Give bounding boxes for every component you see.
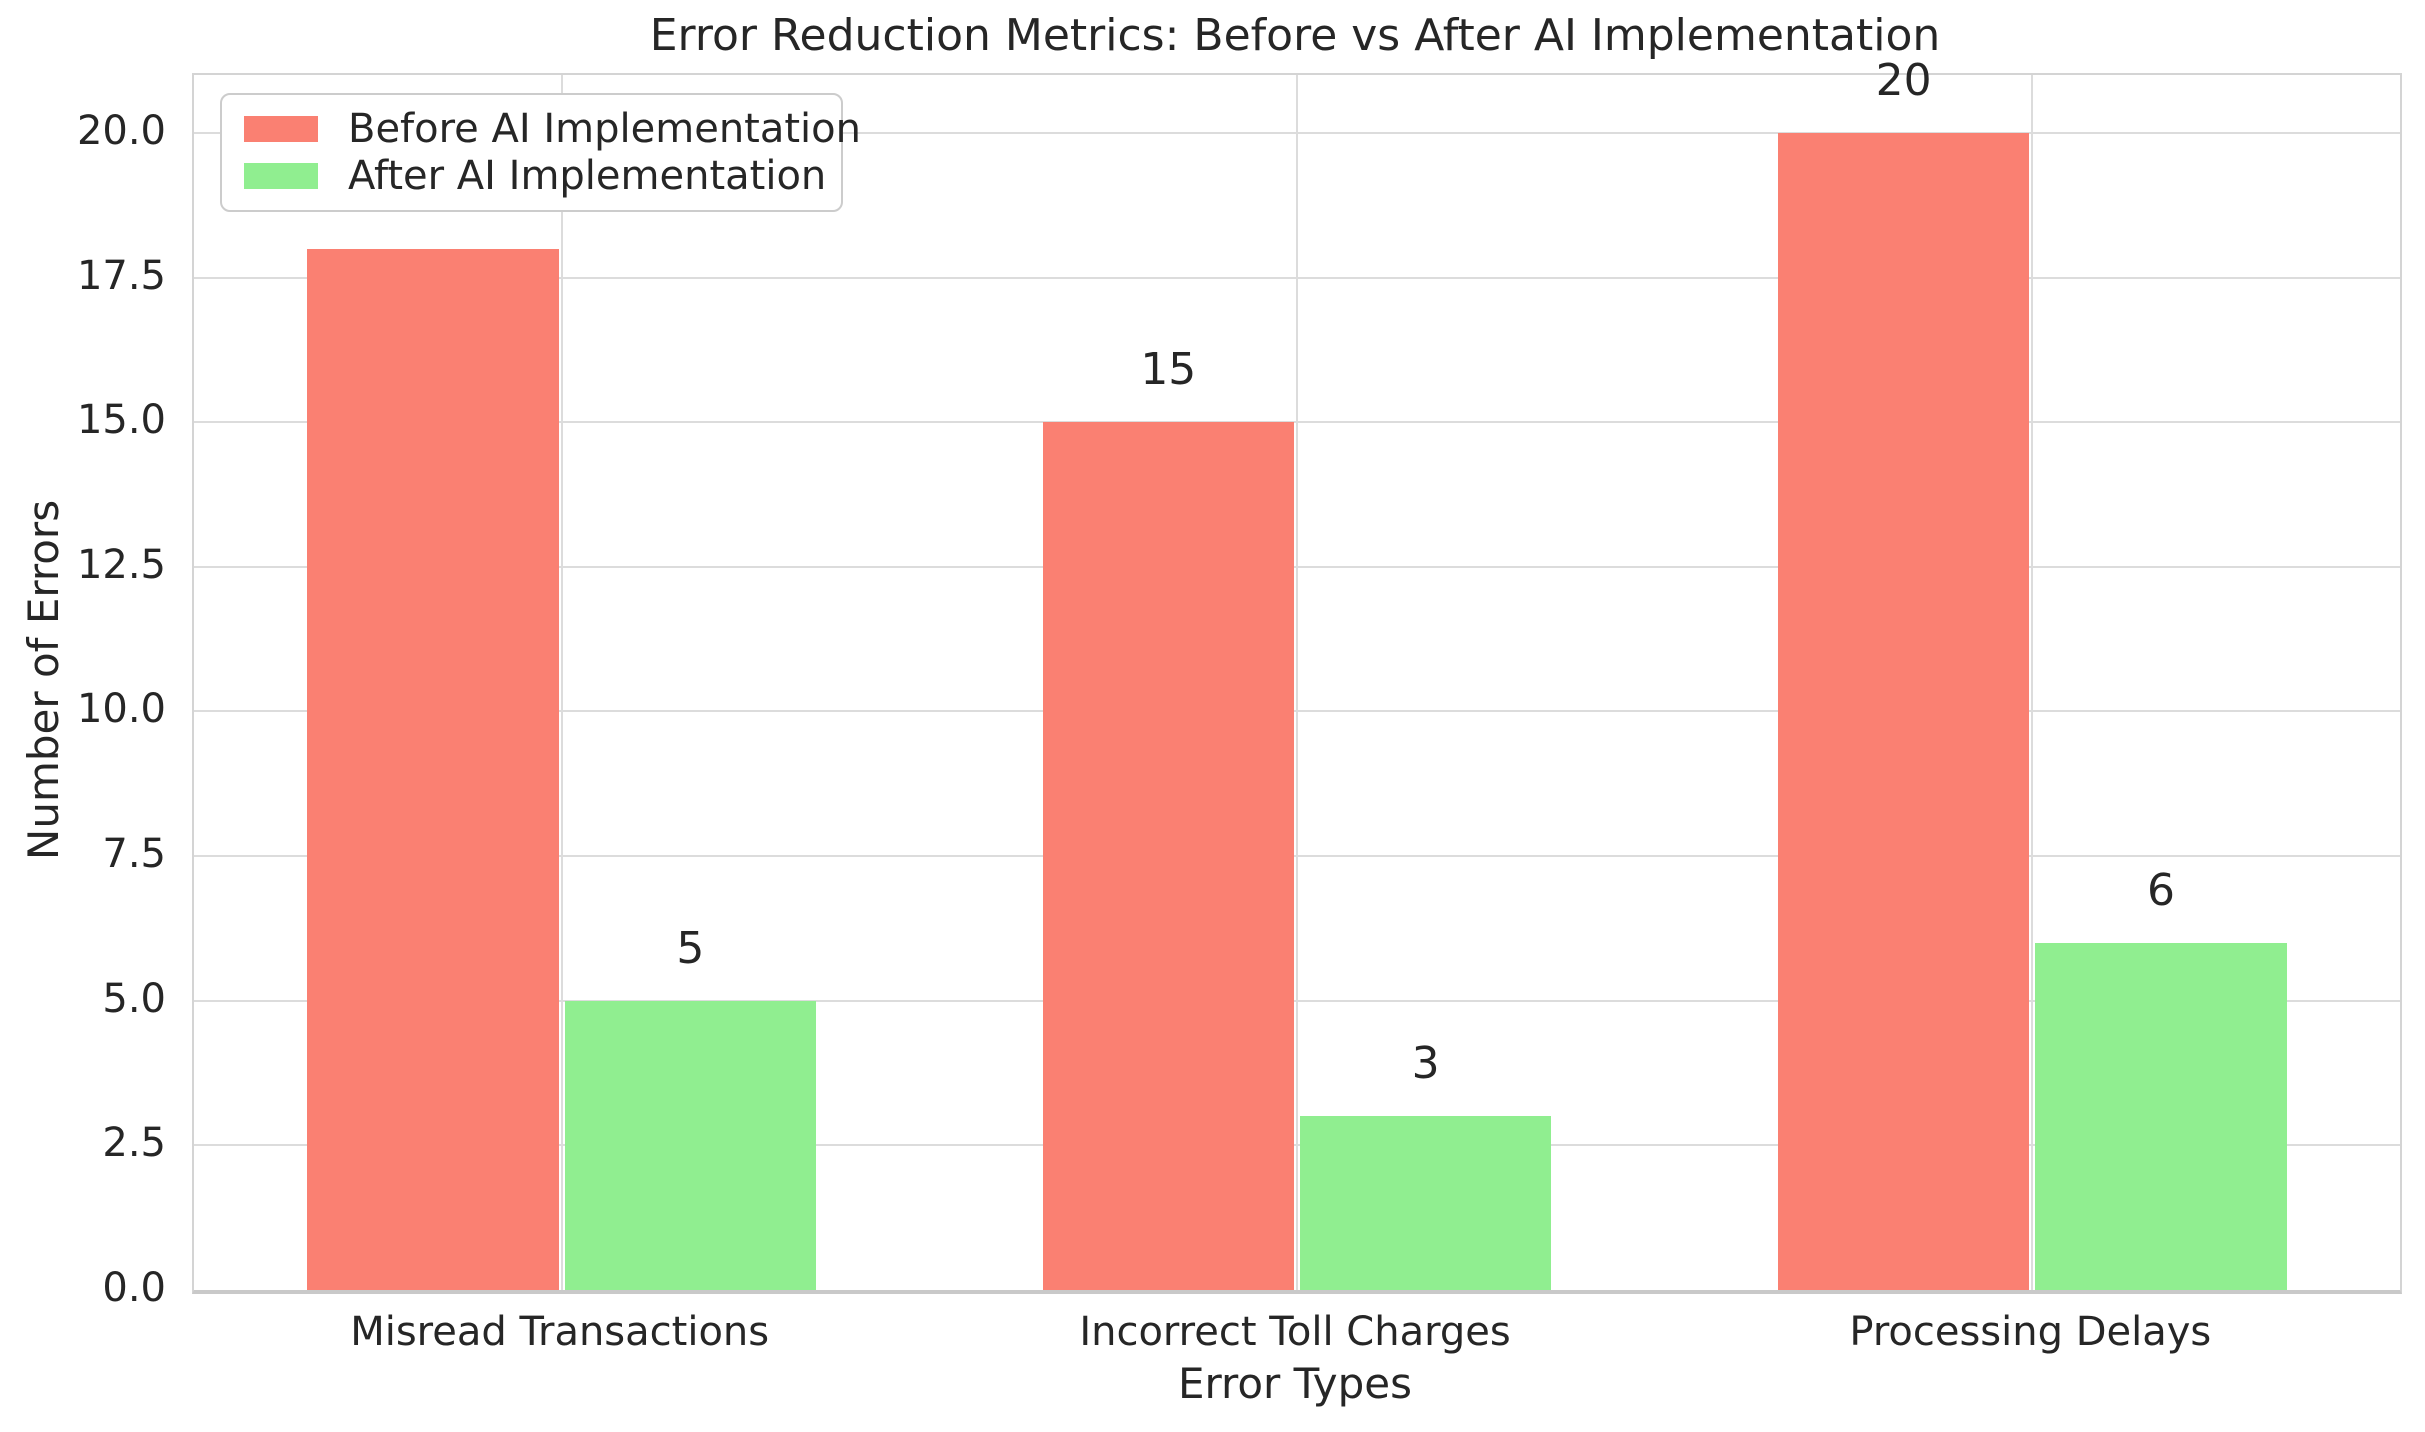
y-tick-label-2.5: 2.5 [102,1120,166,1167]
y-tick-label-10.0: 10.0 [76,686,166,733]
y-tick-label-7.5: 7.5 [102,831,166,878]
bar-value-label: 5 [676,922,705,974]
bar-after-processing-delays [2035,942,2287,1290]
bar-before-processing-delays [1777,132,2030,1290]
bar-value-label: 20 [1875,54,1932,106]
x-tick-label-incorrect-toll-charges: Incorrect Toll Charges [1079,1309,1511,1355]
legend-item-after-ai-implementation: After AI Implementation [244,154,826,198]
y-tick-label-17.5: 17.5 [76,252,166,299]
gridline-x-processing-delays [2031,75,2034,1290]
y-tick-label-5.0: 5.0 [102,975,166,1022]
bar-value-label: 15 [1140,344,1197,396]
legend-item-before-ai-implementation: Before AI Implementation [244,107,861,151]
bar-value-label: 3 [1411,1038,1440,1090]
y-tick-label-12.5: 12.5 [76,541,166,588]
y-tick-label-20.0: 20.0 [76,107,166,154]
legend: Before AI Implementation After AI Impleme… [220,93,861,212]
plot-area: 181520536 [192,58,2402,1294]
bar-value-label: 6 [2147,864,2176,916]
bar-before-misread-transactions [307,248,559,1290]
bar-after-incorrect-toll-charges [1300,1116,1552,1290]
legend-swatch-after [244,163,318,190]
legend-swatch-before [244,115,318,142]
chart-title: Error Reduction Metrics: Before vs After… [649,10,1941,61]
y-tick-label-15.0: 15.0 [76,397,166,444]
bar-after-misread-transactions [564,1000,817,1290]
gridline-x-misread-transactions [560,75,563,1290]
x-axis-label: Error Types [1177,1359,1413,1408]
bar-before-incorrect-toll-charges [1042,422,1294,1290]
y-tick-label-0.0: 0.0 [102,1265,166,1311]
legend-label: After AI Implementation [348,153,827,200]
x-tick-label-misread-transactions: Misread Transactions [350,1309,770,1355]
legend-label: Before AI Implementation [348,105,861,152]
gridline-x-incorrect-toll-charges [1296,75,1298,1290]
x-tick-label-processing-delays: Processing Delays [1849,1309,2212,1355]
